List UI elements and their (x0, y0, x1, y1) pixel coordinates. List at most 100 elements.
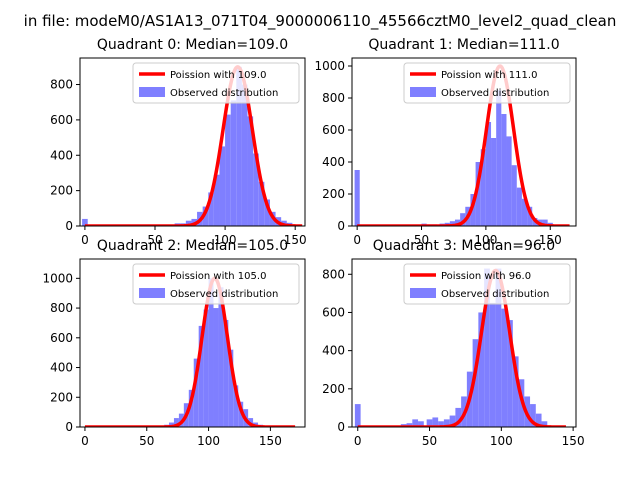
legend-model-label: Poission with 105.0 (170, 271, 266, 282)
histogram-bar (460, 213, 466, 226)
subplot-quadrant-0: 0 50 100 150 0 200 400 600 800 Quadrant 0: Median… (50, 37, 307, 247)
histogram-bar (208, 278, 214, 427)
subplot-quadrant-2: 0 50 100 150 0 200 400 600 800 1000 Quadrant 2: Me… (42, 238, 306, 448)
subplot-title: Quadrant 0: Median=109.0 (97, 37, 288, 53)
histogram-bar (228, 349, 234, 427)
legend-bar-swatch (410, 288, 436, 298)
x-tick-label: 100 (490, 434, 513, 448)
histogram-bar (426, 419, 433, 427)
x-tick-label: 150 (562, 434, 585, 448)
histogram-bar (512, 356, 519, 427)
histogram-bar (491, 138, 497, 226)
y-tick-label: 0 (337, 219, 345, 233)
x-tick-label: 100 (197, 434, 220, 448)
x-tick-label: 0 (81, 233, 89, 247)
histogram-bar (354, 170, 360, 226)
x-tick-label: 100 (214, 233, 237, 247)
histogram-bar (475, 162, 481, 226)
histogram-bar (225, 114, 231, 226)
histogram-bar (432, 417, 439, 427)
y-tick-label: 400 (322, 344, 345, 358)
subplots: 0 50 100 150 0 200 400 600 800 Quadrant 0: Median… (42, 37, 584, 448)
histogram-bar (507, 320, 513, 427)
y-tick-label: 600 (322, 305, 345, 319)
y-tick-label: 400 (50, 361, 73, 375)
histogram-bar (238, 401, 244, 427)
y-tick-label: 400 (50, 148, 73, 162)
histogram-bar (213, 174, 220, 226)
y-tick-label: 200 (322, 187, 345, 201)
x-tick-label: 50 (147, 233, 162, 247)
x-tick-label: 0 (354, 434, 362, 448)
histogram-bar (169, 422, 174, 427)
legend-bar-swatch (410, 87, 436, 97)
x-tick-label: 150 (284, 233, 307, 247)
y-tick-label: 600 (50, 331, 73, 345)
histogram-bar (484, 268, 490, 427)
histogram-bar (264, 199, 270, 226)
subplot-quadrant-1: 0 50 100 150 0 200 400 600 800 1000 Quadrant 1: Me… (314, 37, 577, 247)
x-tick-label: 0 (81, 434, 89, 448)
y-tick-label: 800 (322, 91, 345, 105)
y-tick-label: 1000 (42, 271, 73, 285)
histogram-bar (354, 404, 361, 427)
plot-area (82, 65, 304, 226)
histogram-bar (203, 309, 209, 427)
y-tick-label: 600 (322, 123, 345, 137)
x-tick-label: 100 (474, 233, 497, 247)
legend-box (132, 62, 300, 104)
histogram-bar (480, 149, 486, 226)
histogram-bar (478, 312, 485, 427)
histogram-bar (233, 385, 239, 427)
y-tick-label: 200 (50, 184, 73, 198)
histogram-bar (173, 418, 179, 427)
histogram-bar (213, 308, 219, 427)
y-tick-label: 200 (50, 390, 73, 404)
y-tick-label: 600 (50, 113, 73, 127)
histogram-bar (198, 325, 204, 427)
y-tick-label: 0 (65, 219, 73, 233)
x-tick-label: 150 (259, 434, 282, 448)
legend-observed-label: Observed distribution (170, 88, 278, 99)
histogram-bar (443, 419, 450, 427)
figure-title: in file: modeM0/AS1A13_071T04_9000006110… (24, 12, 617, 31)
histogram-bar (489, 302, 496, 427)
histogram-bar (541, 421, 548, 427)
x-tick-label: 150 (539, 233, 562, 247)
histogram-bar (223, 319, 229, 427)
poisson-model-line (356, 64, 571, 226)
legend-box (132, 263, 300, 305)
histogram-bar (202, 206, 209, 226)
subplot-title: Quadrant 1: Median=111.0 (368, 37, 559, 53)
histogram-bar (516, 187, 522, 226)
histogram-bar (495, 268, 502, 427)
histogram-bar (208, 192, 214, 226)
histogram-bar (247, 116, 254, 226)
histogram-bar (449, 221, 455, 226)
y-tick-label: 800 (50, 78, 73, 92)
subplot-title: Quadrant 2: Median=105.0 (97, 238, 288, 254)
histogram-bar (472, 339, 479, 427)
histogram-bar (188, 389, 194, 427)
histogram-bar (82, 218, 88, 226)
histogram-bar (506, 136, 512, 226)
histogram-bar (412, 419, 419, 427)
histogram-bar (406, 423, 413, 427)
histogram-bar (219, 146, 226, 226)
y-tick-label: 0 (337, 420, 345, 434)
axes-frame (351, 258, 577, 428)
legend-bar-swatch (139, 288, 165, 298)
legend-model-label: Poission with 111.0 (441, 70, 537, 81)
histogram-bar (496, 90, 502, 226)
histogram-bar (449, 415, 456, 427)
legend-box (403, 62, 571, 104)
histogram-bar (218, 287, 224, 427)
x-tick-label: 0 (353, 233, 361, 247)
histogram-bar (253, 153, 259, 226)
histogram-bar (470, 194, 476, 226)
legend-observed-label: Observed distribution (170, 289, 278, 300)
legend-model-label: Poission with 109.0 (170, 70, 266, 81)
poisson-model-line (83, 65, 304, 226)
histogram-bar (501, 114, 507, 226)
